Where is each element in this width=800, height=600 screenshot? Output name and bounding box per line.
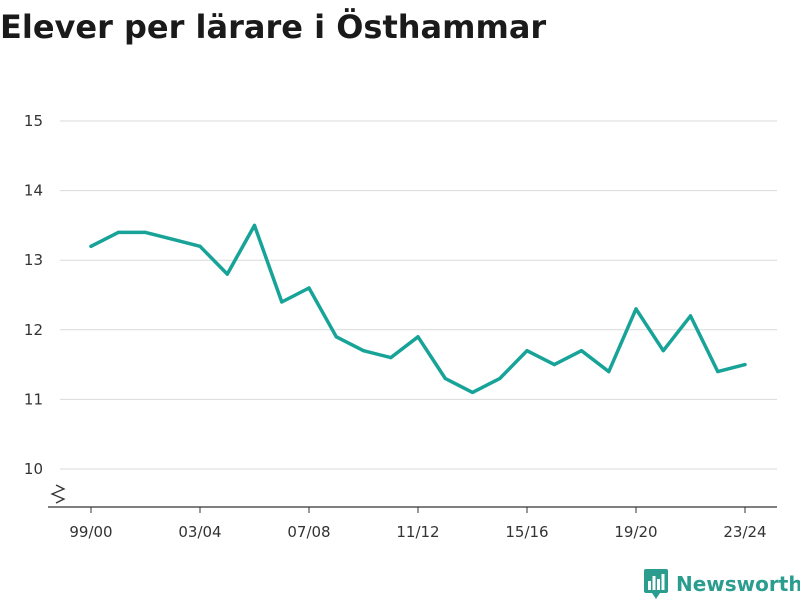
data-point — [552, 363, 556, 367]
logo-text: Newsworthy — [676, 572, 800, 596]
data-point — [716, 369, 720, 374]
data-point — [743, 363, 747, 367]
data-point — [116, 230, 120, 234]
y-tick-label: 12 — [24, 321, 43, 339]
gridlines — [60, 120, 777, 470]
y-tick-label: 10 — [24, 460, 43, 478]
data-point — [198, 244, 202, 248]
x-tick-label: 11/12 — [396, 523, 439, 541]
data-point — [334, 335, 338, 339]
x-tick-label: 03/04 — [178, 523, 221, 541]
x-axis — [48, 484, 777, 508]
y-axis-ticks: 10 11 12 13 14 15 — [24, 112, 43, 478]
data-point — [634, 307, 638, 311]
chart-title: Elever per lärare i Östhammar — [0, 8, 547, 46]
series-group — [89, 223, 747, 395]
y-tick-label: 14 — [24, 182, 43, 200]
x-tick-label: 23/24 — [723, 523, 766, 541]
data-point — [307, 286, 311, 290]
x-tick-label: 99/00 — [69, 523, 112, 541]
x-tick-label: 07/08 — [287, 523, 330, 541]
data-point — [361, 349, 366, 353]
data-point — [171, 237, 175, 241]
y-tick-label: 15 — [24, 112, 43, 130]
data-point — [252, 223, 257, 227]
data-point — [280, 300, 284, 304]
x-tick-label: 15/16 — [505, 523, 548, 541]
data-point — [525, 349, 529, 353]
data-point — [661, 349, 665, 353]
axis-break-icon — [50, 484, 66, 504]
x-axis-ticks: 99/00 03/04 07/08 11/12 15/16 19/20 23/24 — [69, 507, 767, 541]
data-point — [89, 244, 93, 248]
data-point — [143, 230, 148, 234]
data-point — [498, 376, 502, 381]
data-point — [607, 369, 611, 374]
data-point — [416, 335, 420, 339]
y-tick-label: 11 — [24, 390, 43, 408]
bar-chart-icon — [644, 569, 668, 599]
data-point — [579, 349, 584, 353]
data-point — [225, 272, 229, 276]
y-tick-label: 13 — [24, 251, 43, 269]
data-point — [688, 314, 693, 318]
series-line — [89, 223, 747, 395]
x-tick-label: 19/20 — [614, 523, 657, 541]
data-point — [470, 390, 475, 395]
data-point — [389, 356, 393, 360]
newsworthy-logo: Newsworthy — [644, 568, 800, 600]
data-point — [443, 376, 447, 381]
